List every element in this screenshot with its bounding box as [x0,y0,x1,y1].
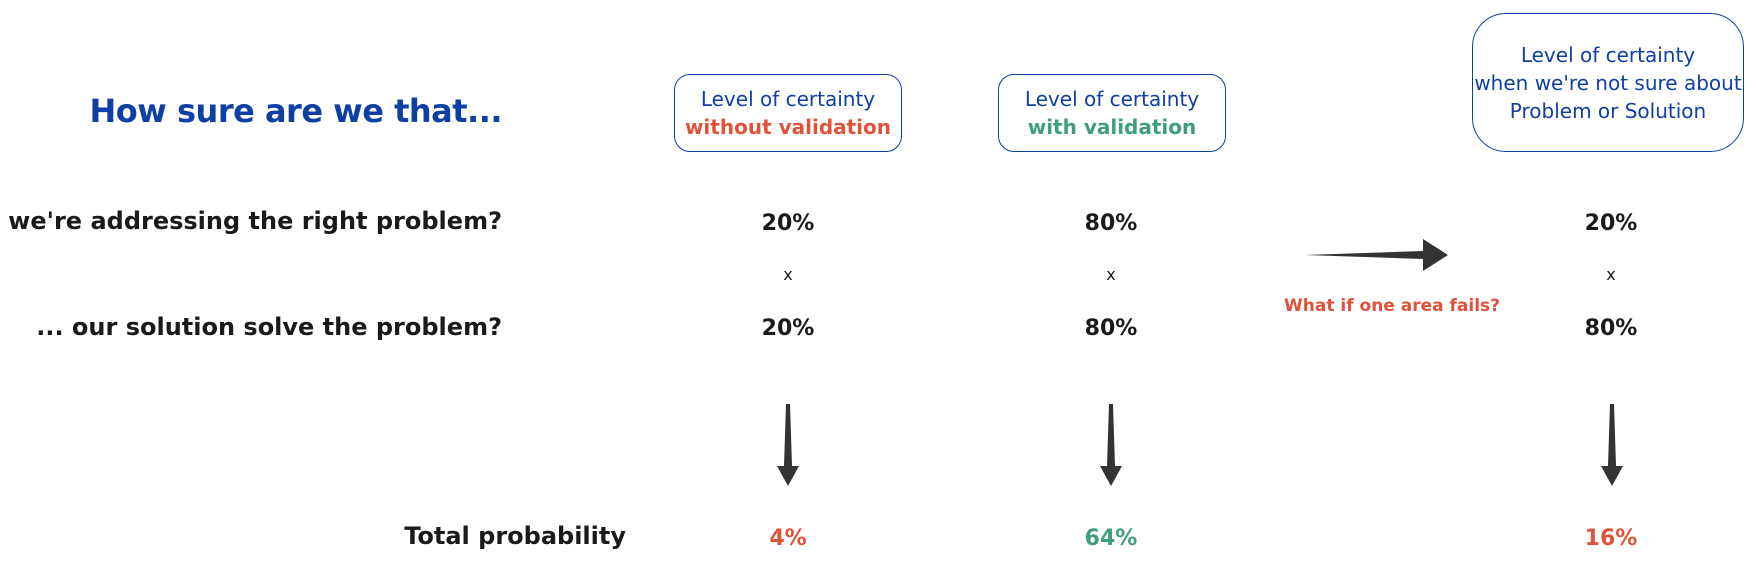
header-without-validation: Level of certainty without validation [674,74,902,152]
col1-solution-value: 20% [761,316,815,341]
question-problem: ... we're addressing the right problem? [0,207,502,235]
col2-total-value: 64% [1084,526,1138,551]
col2-problem-value: 80% [1084,211,1138,236]
total-probability-label: Total probability [404,522,626,550]
header-without-validation-line2: without validation [684,115,892,139]
col2-solution-value: 80% [1084,316,1138,341]
header-with-validation-line1: Level of certainty [1024,87,1200,111]
right-arrow-icon [1305,239,1448,271]
header-not-sure: Level of certainty when we're not sure a… [1472,13,1744,152]
down-arrow-icon [1601,404,1623,486]
col1-problem-value: 20% [761,211,815,236]
what-if-annotation: What if one area fails? [1284,296,1501,316]
down-arrow-icon [1100,404,1122,486]
col1-total-value: 4% [769,526,807,551]
col3-solution-value: 80% [1584,316,1638,341]
header-not-sure-line2: when we're not sure about [1474,70,1742,95]
down-arrow-icon [777,404,799,486]
header-without-validation-line1: Level of certainty [700,87,876,111]
col1-multiply-sign: x [783,265,793,284]
col3-problem-value: 20% [1584,211,1638,236]
header-with-validation-line2: with validation [1027,115,1197,139]
col3-multiply-sign: x [1606,265,1616,284]
header-with-validation: Level of certainty with validation [998,74,1226,152]
header-not-sure-line1: Level of certainty [1520,42,1696,67]
header-not-sure-line3: Problem or Solution [1509,98,1707,123]
col2-multiply-sign: x [1106,265,1116,284]
question-solution: ... our solution solve the problem? [36,313,502,341]
diagram-title: How sure are we that... [89,92,503,130]
col3-total-value: 16% [1584,526,1638,551]
